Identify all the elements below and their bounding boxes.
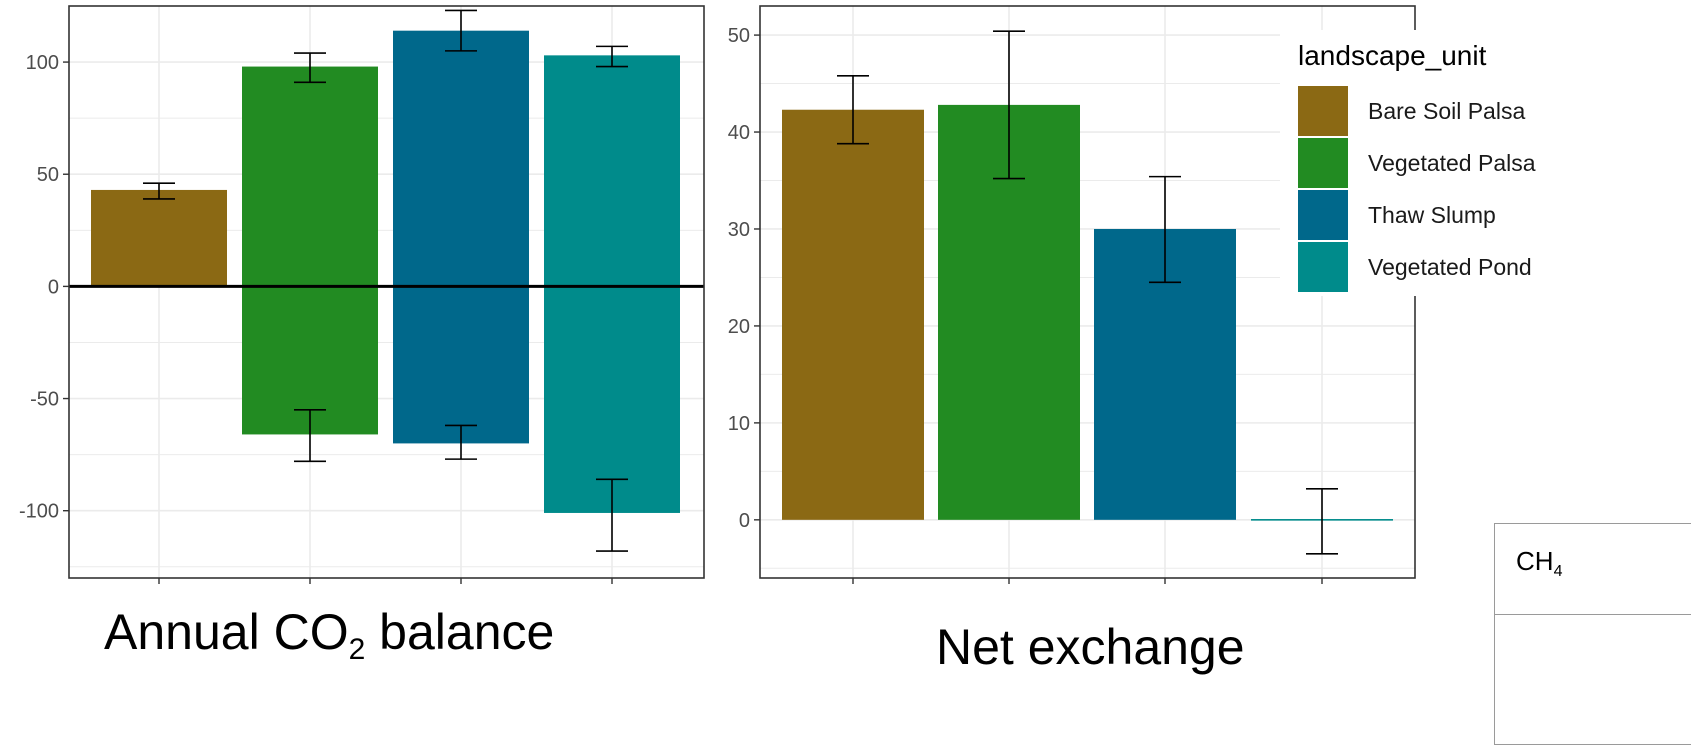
right-panel-caption: Net exchange — [936, 619, 1245, 675]
error-bar — [837, 75, 869, 145]
bar-thaw-slump-1-1 — [393, 30, 529, 287]
partial-table-divider — [1495, 614, 1691, 615]
error-bar — [143, 182, 175, 200]
legend-key-vegetated-palsa — [1298, 138, 1348, 188]
legend-key-thaw-slump — [1298, 190, 1348, 240]
y-tick-label: -50 — [30, 389, 59, 411]
y-tick-label: 50 — [37, 164, 59, 186]
legend-label-bare-soil-palsa: Bare Soil Palsa — [1368, 98, 1525, 124]
bar-vegetated-pond-1-1 — [544, 55, 680, 287]
y-tick-label: 30 — [728, 219, 750, 241]
partial-table-label: CH4 — [1516, 546, 1562, 581]
bar-bare-soil-palsa-1-1 — [91, 189, 227, 287]
error-bar — [294, 408, 326, 463]
legend-title: landscape_unit — [1298, 40, 1487, 71]
partial-table-label-text: CH — [1516, 546, 1554, 576]
bar-vegetated-pond-1-2 — [544, 286, 680, 513]
error-bar — [596, 478, 628, 552]
legend-label-thaw-slump: Thaw Slump — [1368, 202, 1496, 228]
error-bar — [445, 424, 477, 460]
left-caption-text: Annual CO — [104, 604, 349, 660]
partial-table-label-subscript: 4 — [1553, 563, 1563, 580]
panel-2: 0 10 20 30 40 50 landscape_unit Bare Soil Palsa… — [728, 5, 1580, 584]
error-bar — [596, 45, 628, 68]
legend-key-vegetated-pond — [1298, 242, 1348, 292]
left-panel-caption: Annual CO2 balance — [104, 603, 554, 667]
bar-vegetated-palsa-1-1 — [242, 66, 378, 287]
legend-label-vegetated-pond: Vegetated Pond — [1368, 254, 1532, 280]
figure-canvas: -100 -50 0 50 100 0 10 20 30 40 50 landscape_unit Ba… — [18, 5, 1580, 584]
y-tick-label: 40 — [728, 122, 750, 144]
y-tick-label: 0 — [739, 510, 750, 532]
bar-bare-soil-palsa-2-1 — [782, 109, 924, 520]
panel-1: -100 -50 0 50 100 — [19, 5, 705, 584]
error-bar — [993, 30, 1025, 180]
legend-label-vegetated-palsa: Vegetated Palsa — [1368, 150, 1536, 176]
error-bar — [1306, 488, 1338, 555]
y-tick-label: 10 — [728, 413, 750, 435]
error-bar — [445, 9, 477, 52]
legend-key-bare-soil-palsa — [1298, 86, 1348, 136]
y-tick-label: 100 — [26, 52, 59, 74]
y-tick-label: 20 — [728, 316, 750, 338]
y-tick-label: 50 — [728, 25, 750, 47]
legend: landscape_unit Bare Soil Palsa Vegetated P… — [1280, 30, 1580, 296]
left-caption-text-end: balance — [365, 604, 555, 660]
error-bar — [294, 52, 326, 84]
bar-thaw-slump-1-2 — [393, 286, 529, 444]
y-tick-label: 0 — [48, 276, 59, 298]
panel-border — [68, 5, 705, 579]
left-caption-subscript: 2 — [348, 633, 366, 666]
y-tick-label: -100 — [19, 501, 59, 523]
error-bar — [1149, 175, 1181, 284]
